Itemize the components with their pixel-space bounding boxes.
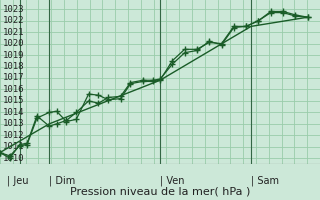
Text: | Dim: | Dim [49,175,76,186]
Text: 1017: 1017 [3,73,25,82]
Text: | Ven: | Ven [160,175,185,186]
Text: Pression niveau de la mer( hPa ): Pression niveau de la mer( hPa ) [70,186,250,196]
Text: 1015: 1015 [3,96,25,105]
Text: | Sam: | Sam [251,175,279,186]
Text: 1018: 1018 [3,62,25,71]
Text: 1020: 1020 [3,39,25,48]
Text: 1016: 1016 [3,85,25,94]
Text: | Jeu: | Jeu [7,175,29,186]
Text: 1021: 1021 [3,28,25,37]
Text: 1013: 1013 [3,119,25,128]
Text: 1012: 1012 [3,131,25,140]
Text: 1010: 1010 [3,154,25,163]
Text: 1019: 1019 [3,51,25,60]
Text: 1014: 1014 [3,108,25,117]
Text: 1022: 1022 [3,16,25,25]
Text: 1011: 1011 [3,142,25,151]
Text: 1023: 1023 [3,5,25,14]
